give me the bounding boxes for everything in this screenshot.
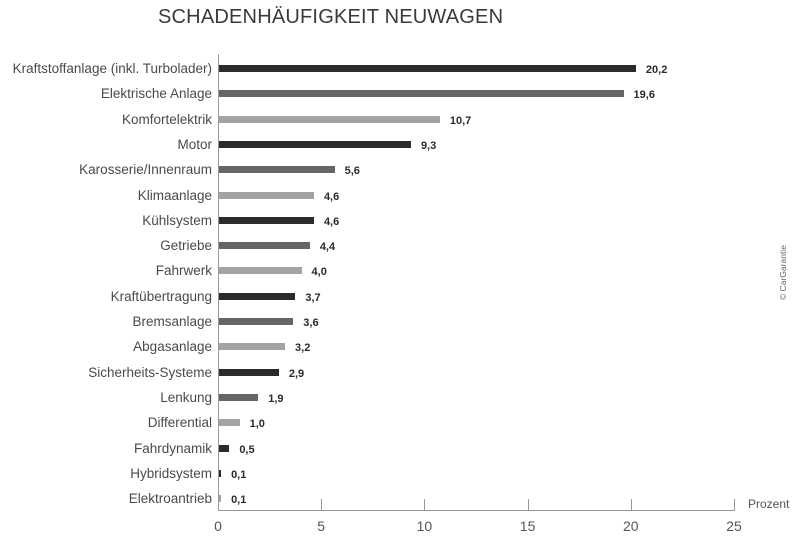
category-label: Bremsanlage — [132, 314, 212, 329]
x-tick-label: 15 — [519, 518, 536, 534]
bar-row: Komfortelektrik 10,7 — [0, 110, 800, 130]
bar — [219, 469, 222, 477]
bar — [219, 191, 314, 199]
x-tick — [424, 499, 426, 510]
category-label: Kühlsystem — [142, 212, 212, 228]
category-label: Elektroantrieb — [128, 491, 212, 507]
bar-row: Kühlsystem 4,6 — [0, 211, 800, 231]
category-label: Karosserie/Innenraum — [79, 162, 212, 178]
category-label: Fahrwerk — [155, 263, 212, 279]
category-label: Komfortelektrik — [121, 111, 212, 127]
bar-row: Fahrwerk 4,0 — [0, 261, 800, 281]
chart-title: SCHADENHÄUFIGKEIT NEUWAGEN — [158, 6, 504, 28]
bar — [219, 166, 335, 174]
category-label: Fahrdynamik — [133, 440, 212, 456]
x-tick-label: 0 — [214, 518, 222, 534]
category-label: Motor — [177, 136, 212, 152]
value-label: 0,5 — [239, 443, 255, 456]
bar — [219, 267, 302, 275]
value-label: 9,3 — [420, 139, 437, 152]
x-tick-label: 10 — [416, 518, 433, 534]
category-label: Differential — [147, 415, 212, 431]
value-label: 5,6 — [344, 165, 360, 178]
bar — [219, 444, 230, 452]
value-label: 0,1 — [231, 468, 247, 481]
bar — [219, 90, 624, 98]
x-tick-label: 5 — [317, 518, 326, 534]
bar — [219, 140, 411, 148]
value-label: 1,9 — [268, 392, 284, 405]
value-label: 4,4 — [319, 241, 336, 254]
category-label: Klimaanlage — [137, 187, 212, 203]
value-label: 4,6 — [323, 215, 340, 228]
bar — [219, 65, 636, 72]
category-label: Sicherheits-Systeme — [88, 364, 212, 380]
value-label: 19,6 — [633, 89, 655, 102]
bar-row: Differential 1,0 — [0, 413, 800, 433]
value-label: 4,6 — [323, 190, 340, 203]
value-label: 10,7 — [449, 114, 472, 127]
category-label: Kraftstoffanlage (inkl. Turbolader) — [12, 61, 212, 76]
value-label: 2,9 — [288, 367, 305, 380]
bar-row: Hybridsystem 0,1 — [0, 464, 800, 484]
bar — [219, 318, 294, 325]
value-label: 4,0 — [311, 266, 327, 279]
category-label: Abgasanlage — [133, 339, 212, 355]
category-label: Getriebe — [160, 238, 212, 254]
bar-row: Karosserie/Innenraum 5,6 — [0, 160, 800, 180]
bar-row: Lenkung 1,9 — [0, 388, 800, 408]
category-label: Elektrische Anlage — [100, 86, 212, 102]
bar-row: Fahrdynamik 0,5 — [0, 439, 800, 459]
category-label: Kraftübertragung — [110, 288, 212, 304]
bar-row: Klimaanlage 4,6 — [0, 186, 800, 206]
bar-row: Sicherheits-Systeme 2,9 — [0, 363, 800, 383]
value-label: 3,7 — [305, 291, 321, 304]
x-tick — [734, 499, 735, 510]
y-axis-line — [218, 54, 219, 511]
bar — [219, 216, 314, 224]
bar — [219, 343, 286, 351]
bar — [219, 292, 296, 300]
bar — [219, 495, 222, 503]
bar — [219, 419, 240, 427]
bar-row: Elektroantrieb 0,1 — [0, 489, 800, 509]
x-tick — [321, 499, 323, 510]
bar-row: Kraftübertragung 3,7 — [0, 287, 800, 307]
bar-row: Getriebe 4,4 — [0, 236, 800, 256]
category-label: Lenkung — [160, 389, 212, 405]
bar — [219, 242, 310, 250]
x-tick — [527, 499, 529, 510]
x-axis-line — [218, 510, 735, 511]
value-label: 3,2 — [295, 342, 311, 355]
value-label: 0,1 — [231, 494, 247, 507]
bar — [219, 368, 279, 376]
bar-row: Kraftstoffanlage (inkl. Turbolader) 20,2 — [0, 59, 800, 79]
bar-row: Motor 9,3 — [0, 135, 800, 155]
bar — [219, 393, 259, 401]
bar-row: Abgasanlage 3,2 — [0, 337, 800, 357]
x-tick-label: 25 — [726, 518, 742, 534]
value-label: 20,2 — [645, 64, 668, 76]
x-axis-label: Prozent — [748, 497, 790, 511]
category-label: Hybridsystem — [130, 465, 212, 481]
bar — [219, 115, 440, 123]
x-tick — [630, 499, 632, 510]
x-tick-label: 20 — [623, 518, 639, 534]
value-label: 3,6 — [303, 317, 319, 329]
bar-row: Elektrische Anlage 19,6 — [0, 84, 800, 104]
bar-row: Bremsanlage 3,6 — [0, 312, 800, 332]
value-label: 1,0 — [249, 418, 265, 431]
